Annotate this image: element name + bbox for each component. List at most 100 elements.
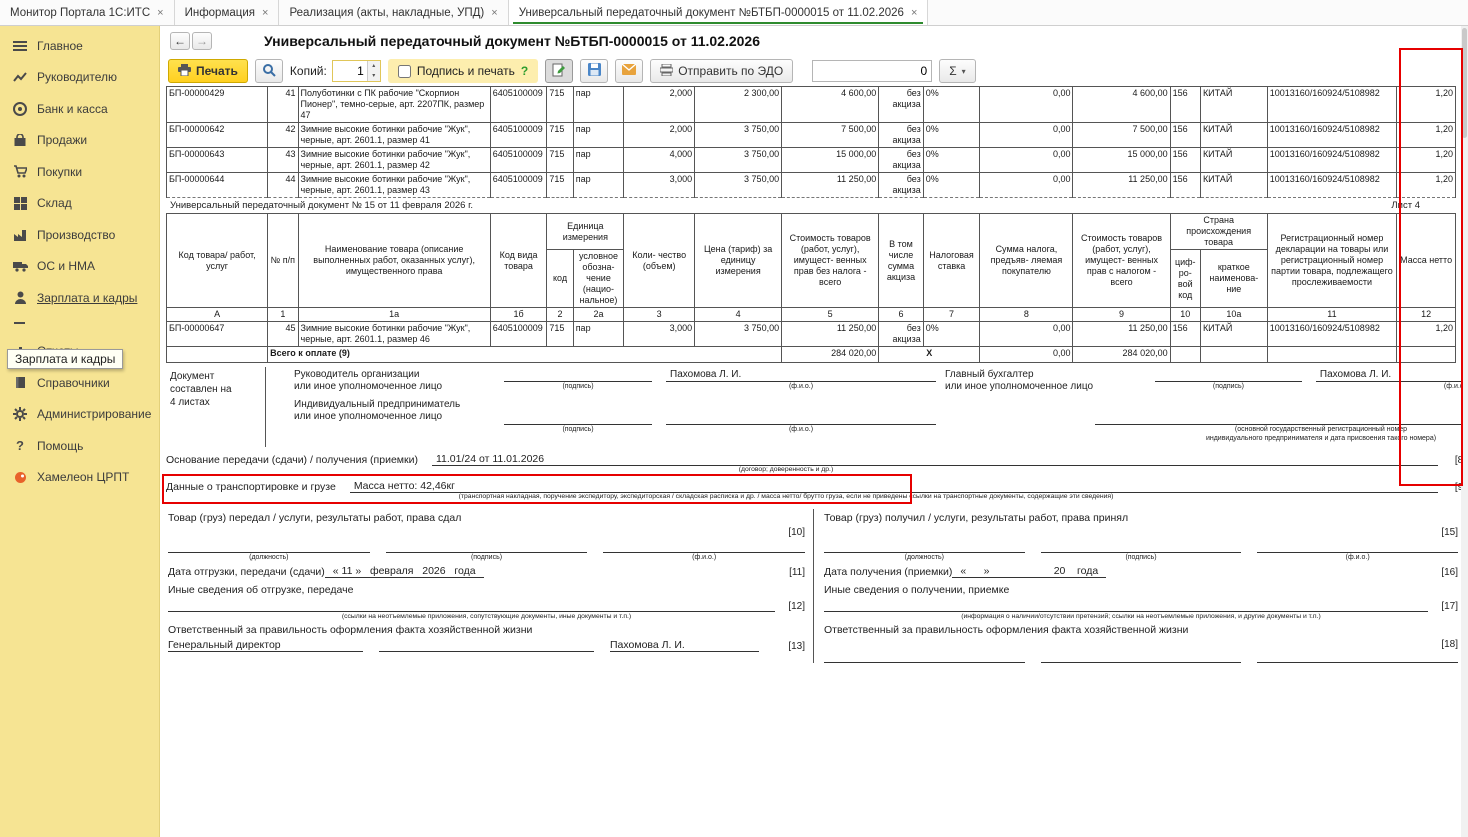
upd-table-current-page: Код товара/ работ, услуг № п/п Наименова… bbox=[165, 213, 1456, 363]
sign-and-print-checkbox[interactable] bbox=[397, 64, 411, 78]
col-header-sum-no-tax: Стоимость товаров (работ, услуг), имущес… bbox=[781, 213, 880, 308]
sidebar-item-label: Справочники bbox=[37, 375, 110, 390]
spin-down-icon[interactable]: ▾ bbox=[367, 71, 380, 81]
total-tax-sum: 0,00 bbox=[979, 346, 1074, 363]
sidebar-item-payroll-hr[interactable]: Зарплата и кадры bbox=[0, 282, 159, 314]
ref-18: [18] bbox=[1441, 639, 1458, 650]
tab-monitor-portal[interactable]: Монитор Портала 1С:ИТС × bbox=[0, 0, 175, 25]
print-button[interactable]: Печать bbox=[168, 59, 248, 83]
ref-16: [16] bbox=[1441, 567, 1458, 578]
save-button[interactable] bbox=[580, 59, 609, 83]
tab-label: Универсальный передаточный документ №БТБ… bbox=[518, 6, 904, 19]
total-x-mark: Х bbox=[878, 346, 981, 363]
individual-entrepreneur-label: Индивидуальный предприниматель или иное у… bbox=[294, 399, 461, 422]
tab-upd-document[interactable]: Универсальный передаточный документ №БТБ… bbox=[508, 0, 929, 25]
nav-row: ← → Универсальный передаточный документ … bbox=[160, 26, 1468, 56]
sidebar-item-label: Производство bbox=[37, 227, 116, 242]
basis-ref: [8] bbox=[1438, 455, 1466, 466]
basis-value: 11.01/24 от 11.01.2026 bbox=[431, 453, 1438, 466]
responsible-shipper-label: Ответственный за правильность оформления… bbox=[168, 624, 533, 636]
col-header-unit-code: код bbox=[546, 249, 574, 308]
tab-information[interactable]: Информация × bbox=[175, 0, 280, 25]
email-button[interactable] bbox=[615, 59, 644, 83]
copies-spinbox: ▴ ▾ bbox=[331, 60, 381, 82]
preview-button[interactable] bbox=[254, 59, 283, 83]
grid-icon bbox=[12, 195, 28, 211]
copies-control: Копий: ▴ ▾ bbox=[290, 60, 381, 82]
sidebar-item-fixed-assets[interactable]: ОС и НМА bbox=[0, 251, 159, 283]
envelope-icon bbox=[621, 63, 637, 78]
send-edo-button[interactable]: Отправить по ЭДО bbox=[650, 59, 794, 83]
trend-chart-icon bbox=[12, 69, 28, 85]
cargo-value: Масса нетто: 42,46кг bbox=[349, 480, 1438, 493]
sidebar-item-chameleon[interactable]: Хамелеон ЦРПТ bbox=[0, 462, 159, 494]
spin-up-icon[interactable]: ▴ bbox=[367, 61, 380, 71]
main-area: ← → Универсальный передаточный документ … bbox=[160, 26, 1468, 837]
col-header-name: Наименование товара (описание выполненны… bbox=[297, 213, 491, 308]
sidebar-item-sales[interactable]: Продажи bbox=[0, 125, 159, 157]
tab-label: Монитор Портала 1С:ИТС bbox=[10, 6, 151, 19]
sum-field[interactable] bbox=[812, 60, 933, 82]
responsible-signature-line bbox=[379, 639, 594, 652]
printer-icon bbox=[178, 63, 191, 79]
col-header-excise: В том числе сумма акциза bbox=[878, 213, 924, 308]
receiver-name-field: (ф.и.о.) bbox=[1257, 540, 1459, 561]
close-icon[interactable]: × bbox=[157, 6, 164, 19]
upd-table-prev-page: БП-00000429 41 Полуботинки с ПК рабочие … bbox=[165, 86, 1456, 198]
close-icon[interactable]: × bbox=[491, 6, 498, 19]
sidebar-item-bank-cash[interactable]: Банк и касса bbox=[0, 93, 159, 125]
col-header-unit-group: Единица измерения bbox=[546, 213, 625, 250]
sidebar-item-help[interactable]: ? Помощь bbox=[0, 430, 159, 462]
sidebar-item-references[interactable]: Справочники bbox=[0, 367, 159, 399]
sigma-button[interactable]: Σ ▾ bbox=[939, 59, 976, 83]
tab-realization[interactable]: Реализация (акты, накладные, УПД) × bbox=[279, 0, 509, 25]
shipper-name-field: (ф.и.о.) bbox=[603, 540, 806, 561]
close-icon[interactable]: × bbox=[262, 6, 269, 19]
basis-label: Основание передачи (сдачи) / получения (… bbox=[166, 454, 418, 466]
scrollbar-thumb[interactable] bbox=[1462, 28, 1467, 138]
magnifier-icon bbox=[262, 63, 276, 80]
toolbar: Печать Копий: ▴ ▾ Подпись и печать ? bbox=[160, 56, 1468, 86]
total-sum-no-tax: 284 020,00 bbox=[781, 346, 880, 363]
sidebar-item-label: Администрирование bbox=[37, 407, 152, 422]
col-header-price: Цена (тариф) за единицу измерения bbox=[694, 213, 783, 308]
sidebar-item-main[interactable]: Главное bbox=[0, 30, 159, 62]
other-shipment-caption: (ссылки на неотъемлемые приложения, сопу… bbox=[341, 613, 632, 620]
responsible-position: Генеральный директор bbox=[168, 639, 363, 652]
sidebar-item-administration[interactable]: Администрирование bbox=[0, 399, 159, 431]
sidebar: Главное Руководителю Банк и касса Продаж… bbox=[0, 26, 160, 837]
head-signature-field: (подпись) bbox=[504, 369, 652, 390]
sidebar-item-production[interactable]: Производство bbox=[0, 219, 159, 251]
transfer-basis-row: Основание передачи (сдачи) / получения (… bbox=[166, 453, 1466, 466]
cart-icon bbox=[12, 164, 28, 180]
sidebar-item-purchases[interactable]: Покупки bbox=[0, 156, 159, 188]
sidebar-item-label: Склад bbox=[37, 196, 72, 211]
sidebar-item-warehouse[interactable]: Склад bbox=[0, 188, 159, 220]
book-icon bbox=[12, 375, 28, 391]
col-header-net-mass: Масса нетто bbox=[1396, 213, 1456, 308]
col-header-reg-num: Регистрационный номер декларации на това… bbox=[1266, 213, 1398, 308]
sidebar-item-partially-hidden[interactable] bbox=[0, 314, 159, 324]
made-on-sheets: Документ составлен на 4 листах bbox=[166, 367, 266, 447]
question-icon[interactable]: ? bbox=[520, 64, 529, 78]
receiver-column: Товар (груз) получил / услуги, результат… bbox=[814, 509, 1466, 663]
coin-icon bbox=[12, 101, 28, 117]
head-name: Пахомова Л. И. bbox=[666, 369, 936, 382]
close-icon[interactable]: × bbox=[910, 6, 918, 19]
shipper-position-field: (должность) bbox=[168, 540, 370, 561]
copies-input[interactable] bbox=[332, 61, 367, 81]
col-header-tax-rate: Налоговая ставка bbox=[922, 213, 981, 308]
ip-name-field: (ф.и.о.) bbox=[666, 399, 936, 433]
edit-layout-button[interactable] bbox=[545, 59, 574, 83]
back-button[interactable]: ← bbox=[170, 32, 190, 50]
sidebar-item-manager[interactable]: Руководителю bbox=[0, 62, 159, 94]
vertical-scrollbar[interactable] bbox=[1461, 26, 1468, 837]
sidebar-item-label: Банк и касса bbox=[37, 101, 108, 116]
forward-button[interactable]: → bbox=[192, 32, 212, 50]
table-row: БП-00000644 44 Зимние высокие ботинки ра… bbox=[165, 172, 1456, 198]
sidebar-item-label: Покупки bbox=[37, 164, 83, 179]
document-page-header: Универсальный передаточный документ № 15… bbox=[170, 200, 474, 211]
cargo-ref: [9] bbox=[1438, 482, 1466, 493]
head-name-field: Пахомова Л. И. (ф.и.о.) bbox=[666, 369, 936, 390]
col-header-code: Код товара/ работ, услуг bbox=[165, 213, 269, 308]
